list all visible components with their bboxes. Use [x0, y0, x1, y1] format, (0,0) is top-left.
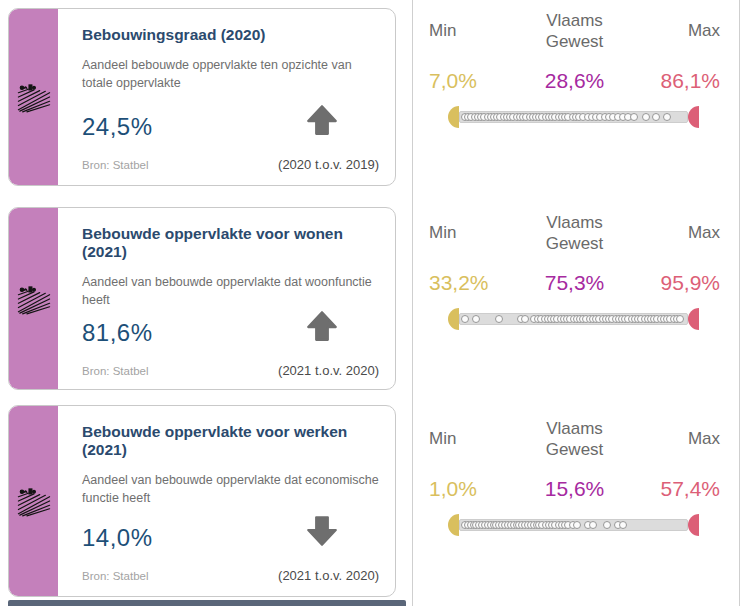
category-accent-strip	[9, 208, 58, 389]
card-bebouwingsgraad[interactable]: Bebouwingsgraad (2020) Aandeel bebouwde …	[8, 8, 396, 186]
card-oppervlakte-wonen[interactable]: Bebouwde oppervlakte voor wonen (2021) A…	[8, 207, 396, 390]
source-label: Bron: Statbel	[82, 570, 148, 582]
trend-arrow-icon	[305, 103, 339, 141]
municipality-dots	[465, 513, 680, 537]
agriculture-field-icon	[17, 283, 51, 315]
comparison-label: (2021 t.o.v. 2020)	[278, 363, 379, 378]
card-description: Aandeel van bebouwde oppervlakte dat eco…	[82, 471, 379, 507]
min-marker	[448, 514, 459, 536]
min-marker	[448, 308, 459, 330]
indicator-value: 14,0%	[82, 524, 153, 552]
source-label: Bron: Statbel	[82, 159, 148, 171]
max-value: 57,4%	[617, 477, 721, 501]
card-oppervlakte-werken[interactable]: Bebouwde oppervlakte voor werken (2021) …	[8, 405, 396, 597]
distribution-panel: Min Vlaams Gewest Max 1,0% 15,6% 57,4%	[413, 418, 740, 537]
indicator-value: 81,6%	[82, 319, 153, 347]
indicator-cards-column: Bebouwingsgraad (2020) Aandeel bebouwde …	[0, 0, 412, 606]
trend-arrow-icon	[305, 514, 339, 552]
card-title: Bebouwingsgraad (2020)	[82, 26, 379, 44]
min-label: Min	[429, 223, 533, 243]
distribution-panel: Min Vlaams Gewest Max 33,2% 75,3% 95,9%	[413, 212, 740, 331]
max-label: Max	[617, 429, 721, 449]
region-label: Vlaams Gewest	[533, 10, 617, 53]
municipality-dots	[465, 307, 680, 331]
dashboard-page: Bebouwingsgraad (2020) Aandeel bebouwde …	[0, 0, 740, 606]
indicator-value: 24,5%	[82, 113, 153, 141]
max-label: Max	[617, 21, 721, 41]
distribution-strip-chart[interactable]	[439, 513, 710, 537]
card-title: Bebouwde oppervlakte voor werken (2021)	[82, 423, 379, 459]
max-marker	[688, 106, 699, 128]
category-accent-strip	[9, 406, 58, 596]
category-accent-strip	[9, 9, 58, 185]
next-section-header-edge	[8, 600, 406, 606]
trend-arrow-icon	[305, 309, 339, 347]
agriculture-field-icon	[17, 81, 51, 113]
comparison-label: (2021 t.o.v. 2020)	[278, 568, 379, 583]
max-marker	[688, 514, 699, 536]
card-description: Aandeel bebouwde oppervlakte ten opzicht…	[82, 56, 379, 92]
distribution-panels-column: Min Vlaams Gewest Max 7,0% 28,6% 86,1% M…	[412, 0, 740, 606]
source-label: Bron: Statbel	[82, 365, 148, 377]
card-title: Bebouwde oppervlakte voor wonen (2021)	[82, 225, 379, 261]
distribution-strip-chart[interactable]	[439, 105, 710, 129]
min-label: Min	[429, 429, 533, 449]
min-value: 7,0%	[429, 69, 533, 93]
region-value: 15,6%	[533, 477, 617, 501]
min-value: 33,2%	[429, 271, 533, 295]
region-value: 75,3%	[533, 271, 617, 295]
region-label: Vlaams Gewest	[533, 212, 617, 255]
region-value: 28,6%	[533, 69, 617, 93]
min-value: 1,0%	[429, 477, 533, 501]
max-value: 86,1%	[617, 69, 721, 93]
max-value: 95,9%	[617, 271, 721, 295]
max-label: Max	[617, 223, 721, 243]
comparison-label: (2020 t.o.v. 2019)	[278, 157, 379, 172]
distribution-panel: Min Vlaams Gewest Max 7,0% 28,6% 86,1%	[413, 10, 740, 129]
region-label: Vlaams Gewest	[533, 418, 617, 461]
min-marker	[448, 106, 459, 128]
card-description: Aandeel van bebouwde oppervlakte dat woo…	[82, 273, 379, 309]
municipality-dots	[465, 105, 680, 129]
max-marker	[688, 308, 699, 330]
distribution-strip-chart[interactable]	[439, 307, 710, 331]
min-label: Min	[429, 21, 533, 41]
agriculture-field-icon	[17, 485, 51, 517]
